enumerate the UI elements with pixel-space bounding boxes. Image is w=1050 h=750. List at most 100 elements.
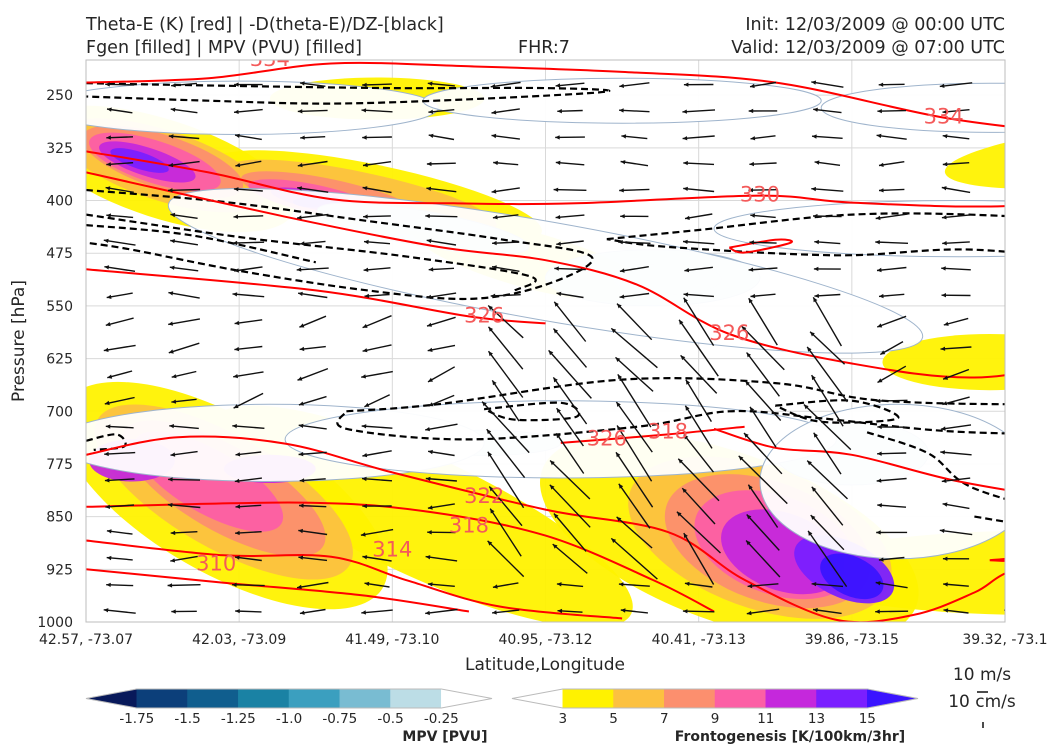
- wind-vector-head: [556, 408, 561, 413]
- wind-vector: [813, 432, 842, 475]
- wind-vector-head: [618, 240, 623, 245]
- wind-vector-head: [362, 555, 368, 560]
- x-tick-labels: 42.57, -73.07 42.03, -73.09 41.49, -73.10 4…: [39, 632, 1048, 648]
- wind-vector: [170, 555, 198, 562]
- wind-vector-head: [1006, 268, 1011, 272]
- wind-vector: [234, 319, 263, 325]
- wind-vector-head: [170, 212, 176, 218]
- wind-vector-head: [170, 452, 176, 457]
- wind-vector: [554, 267, 586, 271]
- wind-vector: [811, 188, 844, 192]
- wind-vector: [738, 455, 788, 505]
- wind-vector-head: [488, 326, 494, 332]
- wind-vector: [168, 342, 200, 354]
- wind-vector-head: [875, 215, 881, 221]
- wind-vector-head: [942, 502, 948, 507]
- wind-vector-head: [425, 213, 430, 219]
- y-tick-label: 625: [46, 352, 73, 368]
- theta-e-label: 322: [464, 484, 504, 508]
- fgen-colorbar-swatch: [562, 688, 614, 709]
- wind-vector-head: [878, 557, 884, 562]
- wind-vector: [877, 452, 907, 455]
- wind-vector-head: [1006, 502, 1011, 506]
- x-tick-label: 41.49, -73.10: [345, 632, 439, 648]
- wind-vector: [813, 108, 842, 114]
- wind-vector: [682, 240, 715, 245]
- mpv-region: [86, 80, 439, 135]
- wind-vector-head: [616, 402, 621, 407]
- mpv-colorbar-label: MPV [PVU]: [402, 729, 487, 745]
- wind-vector-head: [1006, 478, 1011, 482]
- wind-vector-head: [427, 530, 432, 535]
- wind-vector-head: [682, 488, 687, 493]
- wind-vector: [232, 425, 265, 429]
- wind-vector-head: [425, 610, 430, 616]
- wind-vector-head: [748, 298, 753, 304]
- wind-vector-head: [682, 136, 688, 141]
- wind-vector-head: [810, 331, 815, 337]
- wind-vector: [167, 503, 201, 509]
- wind-vector: [941, 477, 971, 483]
- wind-vector: [486, 428, 526, 479]
- wind-vector-head: [168, 321, 173, 326]
- wind-vector: [682, 109, 716, 113]
- wind-vector: [677, 458, 720, 502]
- mpv-colorbar-swatch: [288, 688, 341, 709]
- wind-vector-head: [877, 109, 882, 114]
- wind-vector-head: [362, 453, 368, 458]
- wind-vector: [556, 292, 584, 299]
- wind-vector: [232, 241, 265, 244]
- wind-vector: [362, 83, 392, 86]
- wind-vector-head: [749, 161, 754, 167]
- wind-vector-head: [299, 241, 305, 246]
- wind-vector-head: [549, 484, 555, 490]
- wind-vector-head: [942, 241, 947, 246]
- wind-vector-head: [746, 540, 751, 546]
- wind-vector: [232, 293, 265, 298]
- wind-vector-head: [880, 350, 886, 355]
- fgen-colorbar: 3 5 7 9 11 13 15: [511, 688, 919, 727]
- wind-vector: [748, 297, 778, 346]
- wind-vector-head: [489, 486, 494, 492]
- wind-vector-head: [492, 584, 498, 589]
- wind-vector: [169, 266, 199, 272]
- wind-vector: [170, 213, 198, 219]
- wind-vector-head: [554, 301, 559, 307]
- theta-e-contour: [86, 150, 1005, 208]
- wind-vector: [684, 266, 713, 272]
- theta-e-contour: [86, 171, 1005, 379]
- wind-vector: [746, 352, 780, 397]
- wind-vector-head: [428, 267, 434, 272]
- wind-vector-head: [490, 508, 495, 514]
- stability-contour: [86, 224, 317, 264]
- wind-vector-head: [683, 186, 688, 191]
- wind-vector: [619, 109, 650, 113]
- wind-vector-head: [105, 504, 110, 509]
- wind-vector-head: [550, 460, 555, 466]
- wind-vector-head: [814, 239, 819, 245]
- wind-vector-head: [364, 402, 370, 407]
- wind-vector-head: [807, 346, 812, 352]
- wind-vector: [1006, 318, 1034, 325]
- wind-vector: [618, 483, 651, 529]
- wind-vector: [297, 292, 328, 299]
- y-tick-label: 400: [46, 194, 73, 210]
- wind-vector-head: [106, 555, 112, 561]
- fgen-colorbar-outline: [511, 688, 919, 709]
- wind-vector-head: [813, 607, 818, 613]
- wind-vector: [361, 425, 393, 429]
- wind-vector: [1007, 341, 1033, 356]
- wind-vector-head: [425, 476, 431, 481]
- wind-vector: [362, 315, 392, 329]
- mpv-colorbar-swatch: [85, 688, 138, 709]
- wind-vector-head: [234, 346, 240, 352]
- wind-vector-head: [683, 82, 689, 87]
- wind-vector: [168, 160, 200, 167]
- wind-vector-head: [486, 429, 492, 435]
- wind-vector: [876, 266, 907, 272]
- fgen-colorbar-swatch: [664, 688, 716, 709]
- wind-vector-head: [875, 398, 881, 404]
- wind-vector-head: [426, 161, 432, 167]
- wind-vector-head: [1006, 292, 1011, 296]
